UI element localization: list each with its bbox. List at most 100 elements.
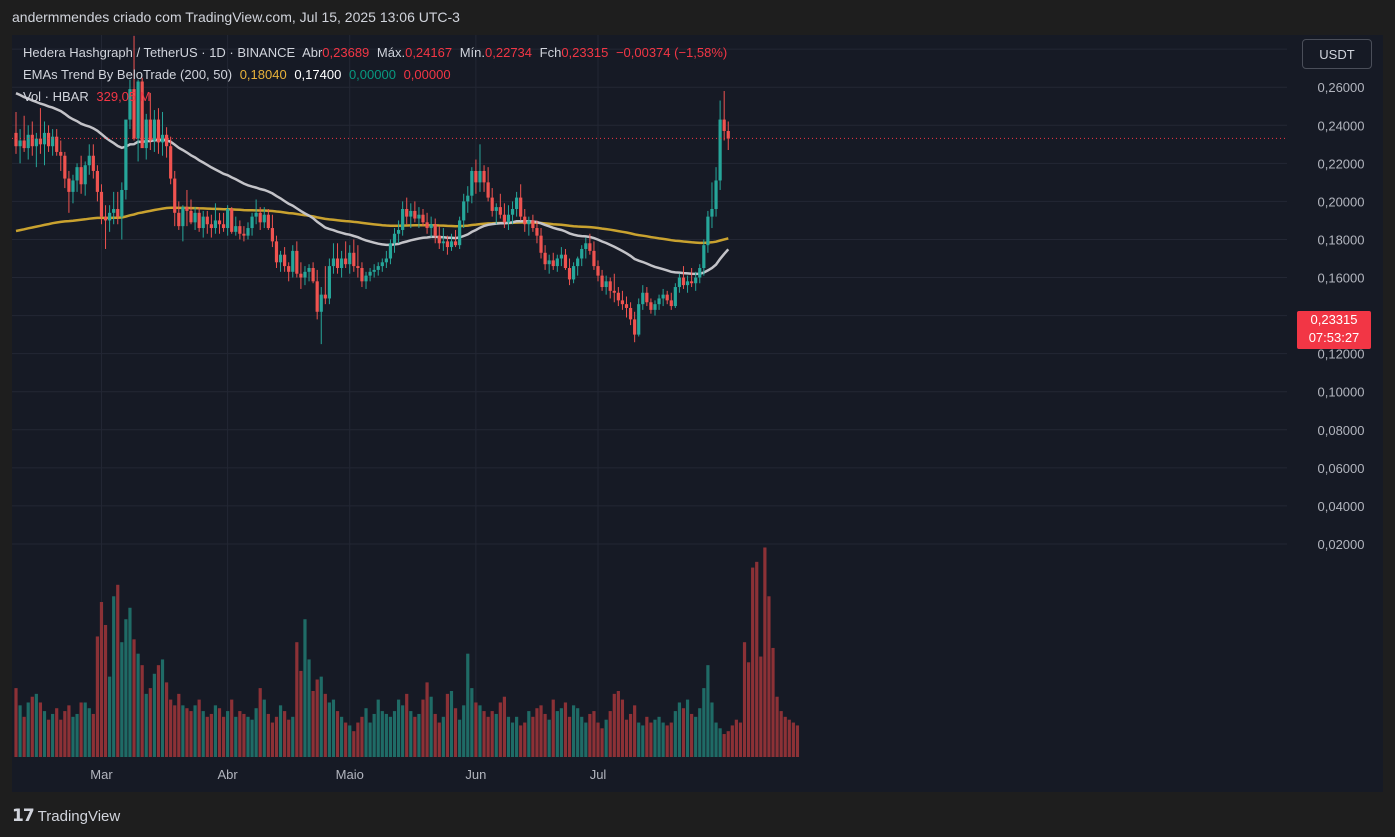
candle-body[interactable] <box>209 224 213 229</box>
candle-body[interactable] <box>335 258 340 269</box>
candle-body[interactable] <box>340 258 344 269</box>
candle-body[interactable] <box>372 269 376 272</box>
candle-body[interactable] <box>160 134 165 143</box>
candle-body[interactable] <box>584 243 588 249</box>
candle-body[interactable] <box>38 138 43 145</box>
candle-body[interactable] <box>502 214 506 223</box>
candle-body[interactable] <box>262 214 266 223</box>
candle-body[interactable] <box>714 180 718 210</box>
candle-body[interactable] <box>266 214 270 229</box>
candle-body[interactable] <box>498 207 502 215</box>
candle-body[interactable] <box>608 281 612 291</box>
candle-body[interactable] <box>433 224 437 236</box>
candle-body[interactable] <box>197 212 201 229</box>
candle-body[interactable] <box>173 178 177 213</box>
candle-body[interactable] <box>702 245 706 269</box>
candle-body[interactable] <box>641 292 645 305</box>
candle-body[interactable] <box>661 294 665 299</box>
candle-body[interactable] <box>396 229 401 234</box>
candle-body[interactable] <box>478 170 482 183</box>
candle-body[interactable] <box>136 81 140 139</box>
candle-body[interactable] <box>246 228 250 236</box>
candle-body[interactable] <box>600 275 604 288</box>
candle-body[interactable] <box>226 209 230 229</box>
candle-body[interactable] <box>718 119 722 181</box>
candle-body[interactable] <box>344 258 348 265</box>
candle-body[interactable] <box>474 170 478 183</box>
candle-body[interactable] <box>83 165 87 185</box>
candle-body[interactable] <box>185 207 189 211</box>
candle-body[interactable] <box>462 201 466 221</box>
candle-body[interactable] <box>665 294 669 301</box>
candle-body[interactable] <box>368 271 372 276</box>
candle-body[interactable] <box>604 281 608 288</box>
candle-body[interactable] <box>291 250 295 272</box>
candle-body[interactable] <box>669 300 673 307</box>
candle-body[interactable] <box>177 212 181 227</box>
candle-body[interactable] <box>685 281 690 286</box>
candle-body[interactable] <box>299 273 303 278</box>
candle-body[interactable] <box>189 210 193 223</box>
candle-body[interactable] <box>254 212 258 217</box>
candle-body[interactable] <box>230 209 234 232</box>
candle-body[interactable] <box>580 248 584 259</box>
candle-body[interactable] <box>726 130 730 139</box>
candle-body[interactable] <box>250 216 254 229</box>
candle-body[interactable] <box>193 212 197 223</box>
candle-body[interactable] <box>633 319 637 335</box>
candle-body[interactable] <box>87 155 91 166</box>
candle-body[interactable] <box>694 277 698 284</box>
candle-body[interactable] <box>612 290 616 293</box>
candle-body[interactable] <box>120 189 124 217</box>
candle-body[interactable] <box>555 258 559 267</box>
candle-body[interactable] <box>99 191 104 217</box>
candle-body[interactable] <box>490 197 494 211</box>
candle-body[interactable] <box>55 136 59 152</box>
candle-body[interactable] <box>510 209 515 215</box>
candle-body[interactable] <box>376 266 380 270</box>
candle-body[interactable] <box>527 220 531 225</box>
candle-body[interactable] <box>421 214 425 223</box>
candle-body[interactable] <box>75 167 79 181</box>
candle-body[interactable] <box>124 119 128 190</box>
candle-body[interactable] <box>596 266 600 276</box>
candle-body[interactable] <box>563 254 568 269</box>
candle-body[interactable] <box>278 254 283 263</box>
candle-body[interactable] <box>116 209 120 217</box>
candle-body[interactable] <box>26 134 30 149</box>
candle-body[interactable] <box>710 209 714 217</box>
candle-body[interactable] <box>645 292 649 303</box>
candle-body[interactable] <box>132 89 136 139</box>
symbol-name[interactable]: Hedera Hashgraph / TetherUS · 1D · BINAN… <box>23 45 296 60</box>
candle-body[interactable] <box>181 207 185 227</box>
candle-body[interactable] <box>445 241 450 248</box>
candle-body[interactable] <box>401 209 405 230</box>
candle-body[interactable] <box>576 258 580 267</box>
candle-body[interactable] <box>234 226 238 232</box>
candle-body[interactable] <box>205 216 209 225</box>
candle-body[interactable] <box>270 228 275 242</box>
candle-body[interactable] <box>152 119 156 141</box>
candle-body[interactable] <box>449 241 454 248</box>
candle-body[interactable] <box>283 254 287 267</box>
candle-body[interactable] <box>51 136 55 147</box>
candle-body[interactable] <box>559 254 563 259</box>
candle-body[interactable] <box>616 292 620 301</box>
candle-body[interactable] <box>698 268 702 278</box>
candle-body[interactable] <box>453 241 458 246</box>
candle-body[interactable] <box>628 307 633 320</box>
candle-body[interactable] <box>409 210 413 217</box>
candle-body[interactable] <box>673 287 677 307</box>
candle-body[interactable] <box>405 209 409 217</box>
candle-body[interactable] <box>356 266 360 269</box>
candle-body[interactable] <box>315 281 319 312</box>
candle-body[interactable] <box>706 216 710 246</box>
candle-body[interactable] <box>494 207 498 211</box>
candle-body[interactable] <box>331 258 336 267</box>
candle-body[interactable] <box>380 262 384 267</box>
candle-body[interactable] <box>567 268 572 280</box>
candle-body[interactable] <box>677 277 682 288</box>
candle-body[interactable] <box>14 132 18 147</box>
candle-body[interactable] <box>482 170 486 183</box>
candle-body[interactable] <box>523 216 527 225</box>
